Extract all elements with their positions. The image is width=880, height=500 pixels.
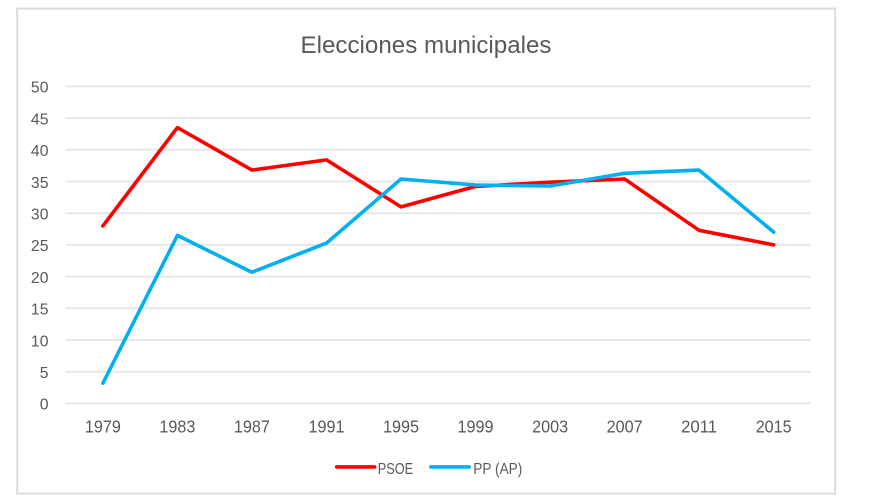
- svg-text:45: 45: [31, 111, 49, 128]
- svg-text:2007: 2007: [607, 417, 643, 437]
- svg-text:30: 30: [31, 207, 49, 224]
- svg-text:20: 20: [31, 270, 49, 287]
- svg-text:1983: 1983: [159, 417, 195, 437]
- svg-text:2011: 2011: [681, 417, 717, 437]
- svg-text:1987: 1987: [234, 417, 270, 437]
- svg-text:1995: 1995: [383, 417, 419, 437]
- svg-text:2015: 2015: [756, 417, 792, 437]
- svg-text:1979: 1979: [85, 417, 121, 437]
- svg-text:15: 15: [31, 302, 49, 319]
- svg-text:50: 50: [31, 80, 49, 97]
- svg-text:1991: 1991: [309, 417, 345, 437]
- svg-text:5: 5: [40, 365, 49, 382]
- svg-text:0: 0: [40, 397, 49, 414]
- svg-text:PSOE: PSOE: [378, 461, 414, 478]
- svg-text:2003: 2003: [532, 417, 568, 437]
- svg-text:1999: 1999: [458, 417, 494, 437]
- svg-text:10: 10: [31, 333, 49, 350]
- svg-text:40: 40: [31, 143, 49, 160]
- svg-text:35: 35: [31, 175, 49, 192]
- svg-text:PP (AP): PP (AP): [473, 461, 522, 478]
- svg-text:25: 25: [31, 238, 49, 255]
- svg-text:Elecciones municipales: Elecciones municipales: [301, 32, 552, 59]
